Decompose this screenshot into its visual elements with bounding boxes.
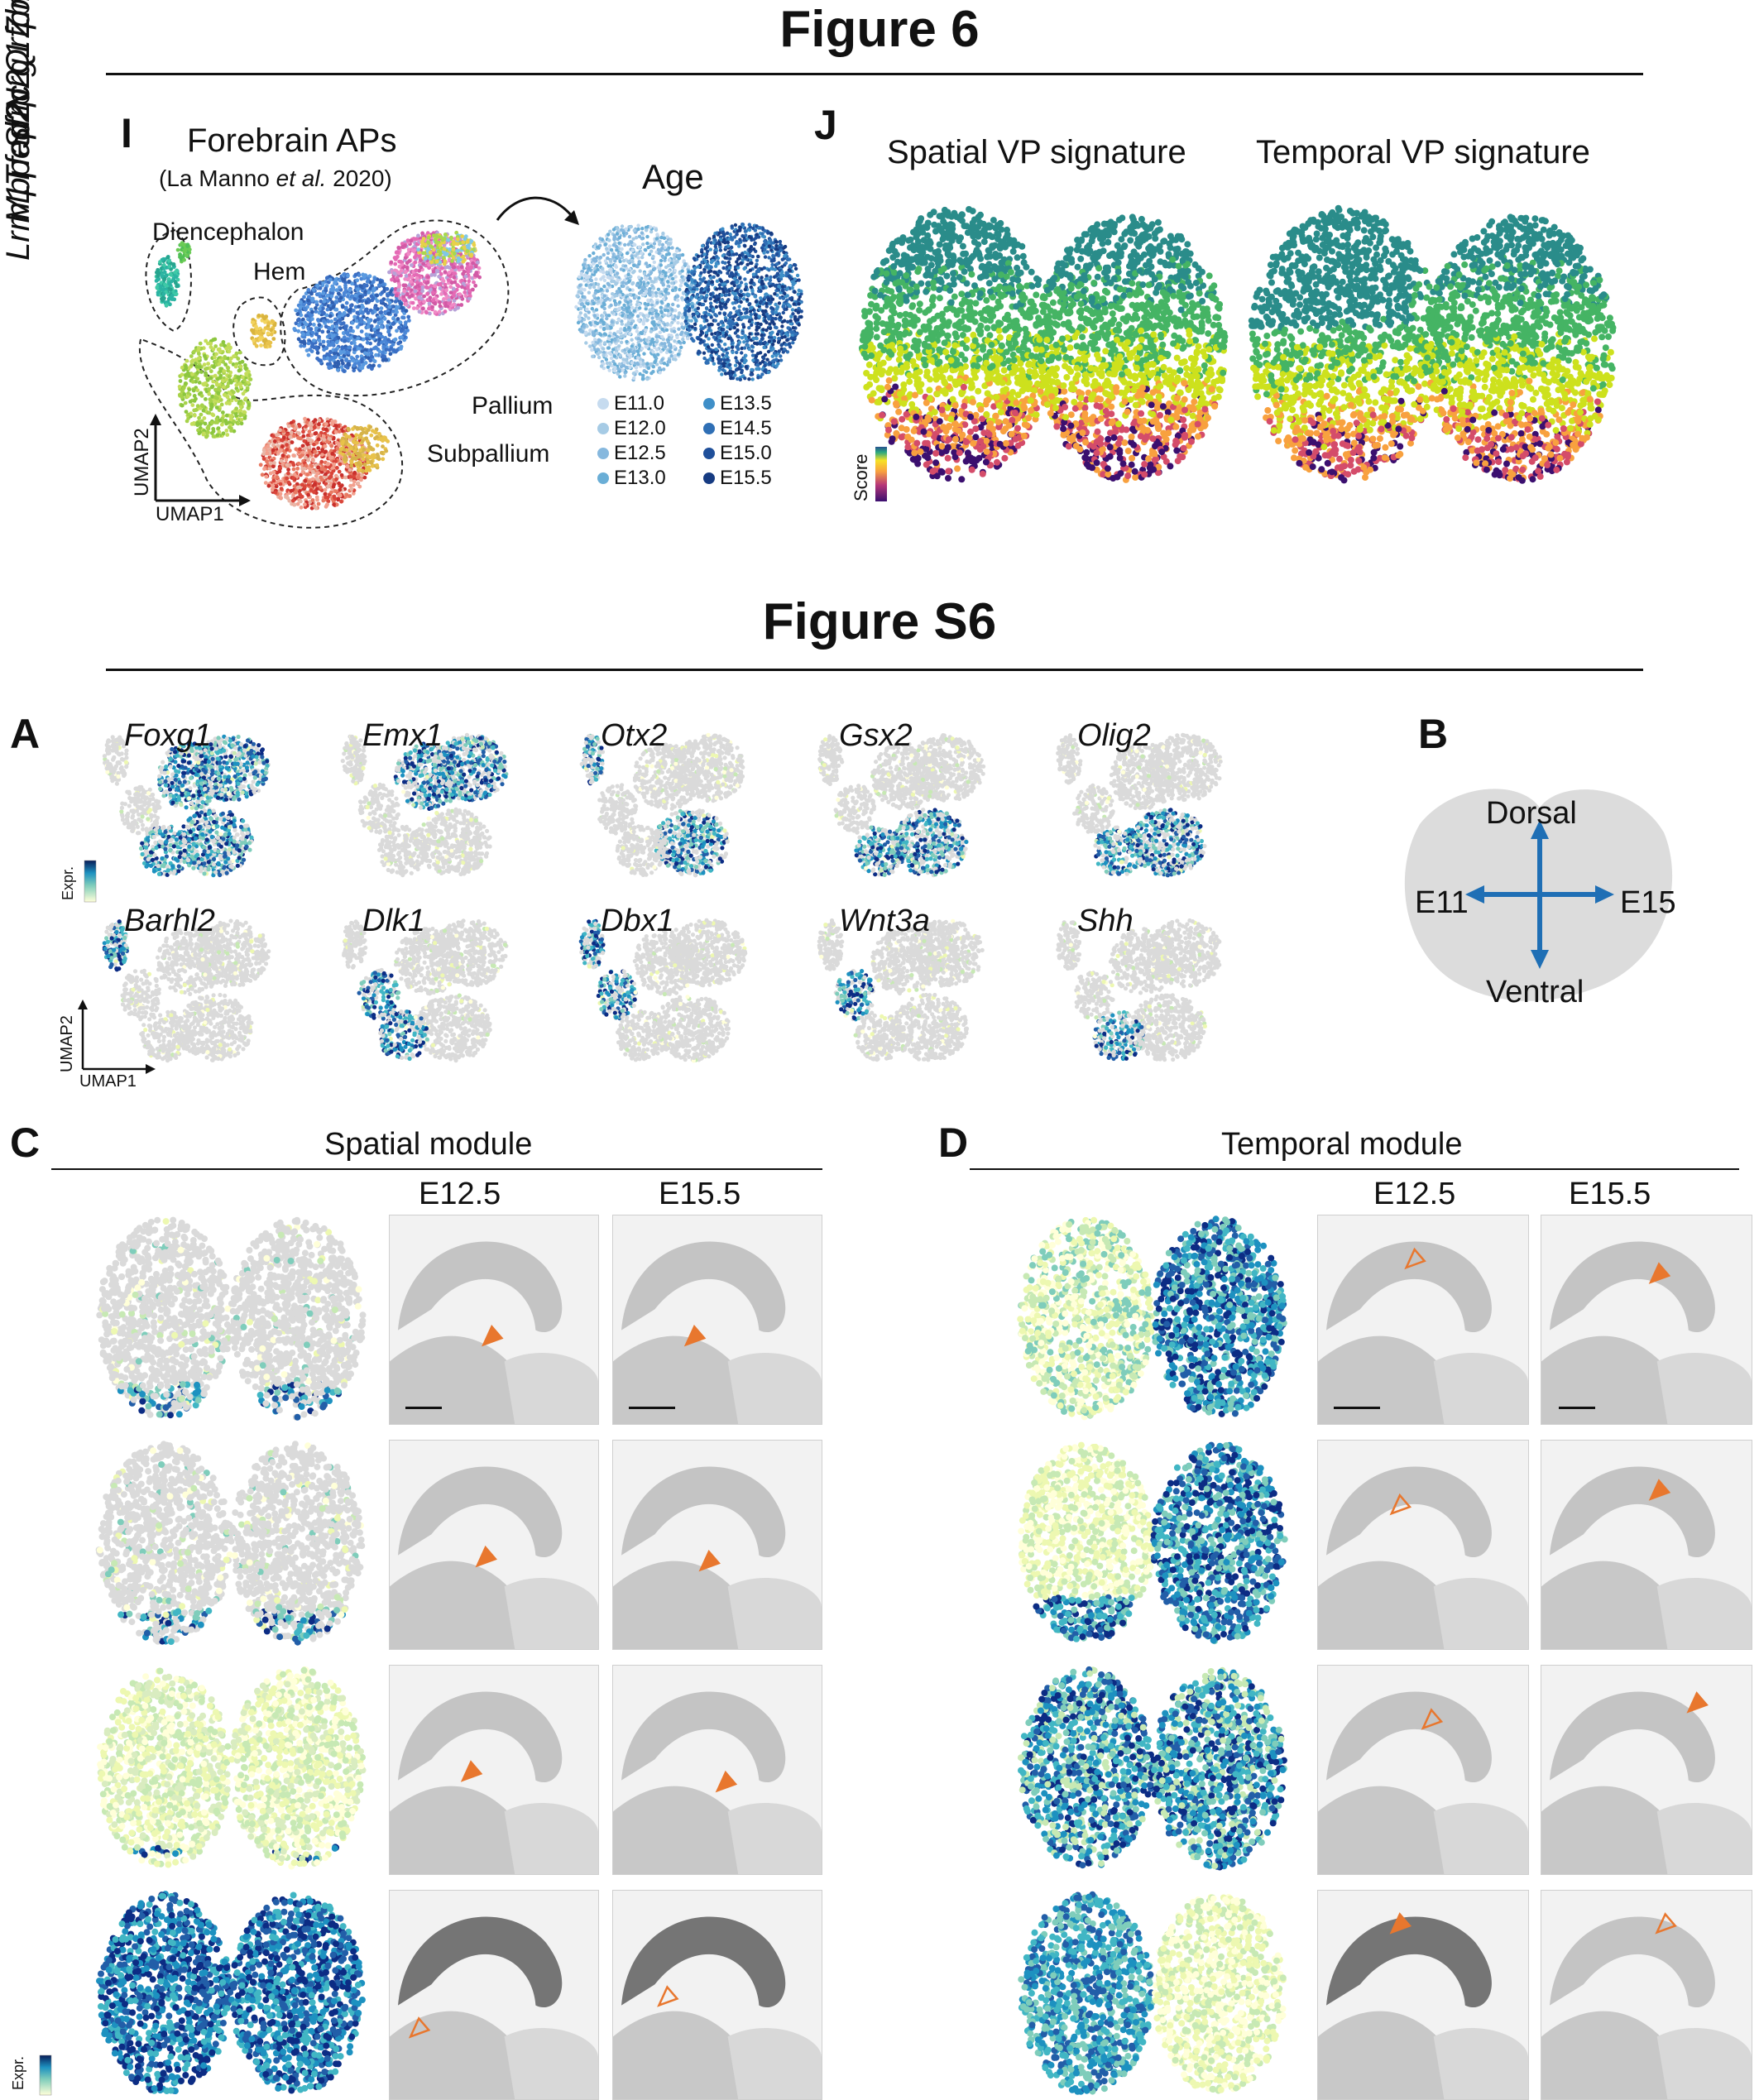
ish-section xyxy=(612,1440,822,1650)
ish-section xyxy=(1541,1215,1752,1425)
module-gene-umap xyxy=(1016,1215,1289,1422)
module-gene-umap xyxy=(1016,1890,1289,2097)
expr-label-cd: Expr. xyxy=(10,2056,27,2090)
scale-bar xyxy=(1559,1407,1595,1409)
ish-section xyxy=(1317,1215,1529,1425)
ish-section xyxy=(389,1215,599,1425)
ish-section xyxy=(389,1890,599,2100)
module-gene-umap xyxy=(94,1890,367,2097)
expr-colorbar-cd xyxy=(40,2055,53,2097)
temporal-gene-label: Lrrn1 xyxy=(0,0,37,261)
module-gene-umap xyxy=(1016,1665,1289,1872)
ish-section xyxy=(389,1440,599,1650)
scale-bar xyxy=(1334,1407,1380,1409)
ish-section xyxy=(612,1890,822,2100)
ish-section xyxy=(1317,1440,1529,1650)
ish-section xyxy=(612,1665,822,1875)
ish-section xyxy=(612,1215,822,1425)
module-gene-umap xyxy=(1016,1440,1289,1647)
module-gene-umap xyxy=(94,1215,367,1422)
scale-bar xyxy=(629,1407,675,1409)
ish-section xyxy=(1541,1890,1752,2100)
module-gene-umap xyxy=(94,1440,367,1647)
scale-bar xyxy=(405,1407,442,1409)
ish-section xyxy=(1317,1890,1529,2100)
ish-section xyxy=(1317,1665,1529,1875)
ish-section xyxy=(1541,1665,1752,1875)
ish-section xyxy=(1541,1440,1752,1650)
module-gene-umap xyxy=(94,1665,367,1872)
ish-section xyxy=(389,1665,599,1875)
